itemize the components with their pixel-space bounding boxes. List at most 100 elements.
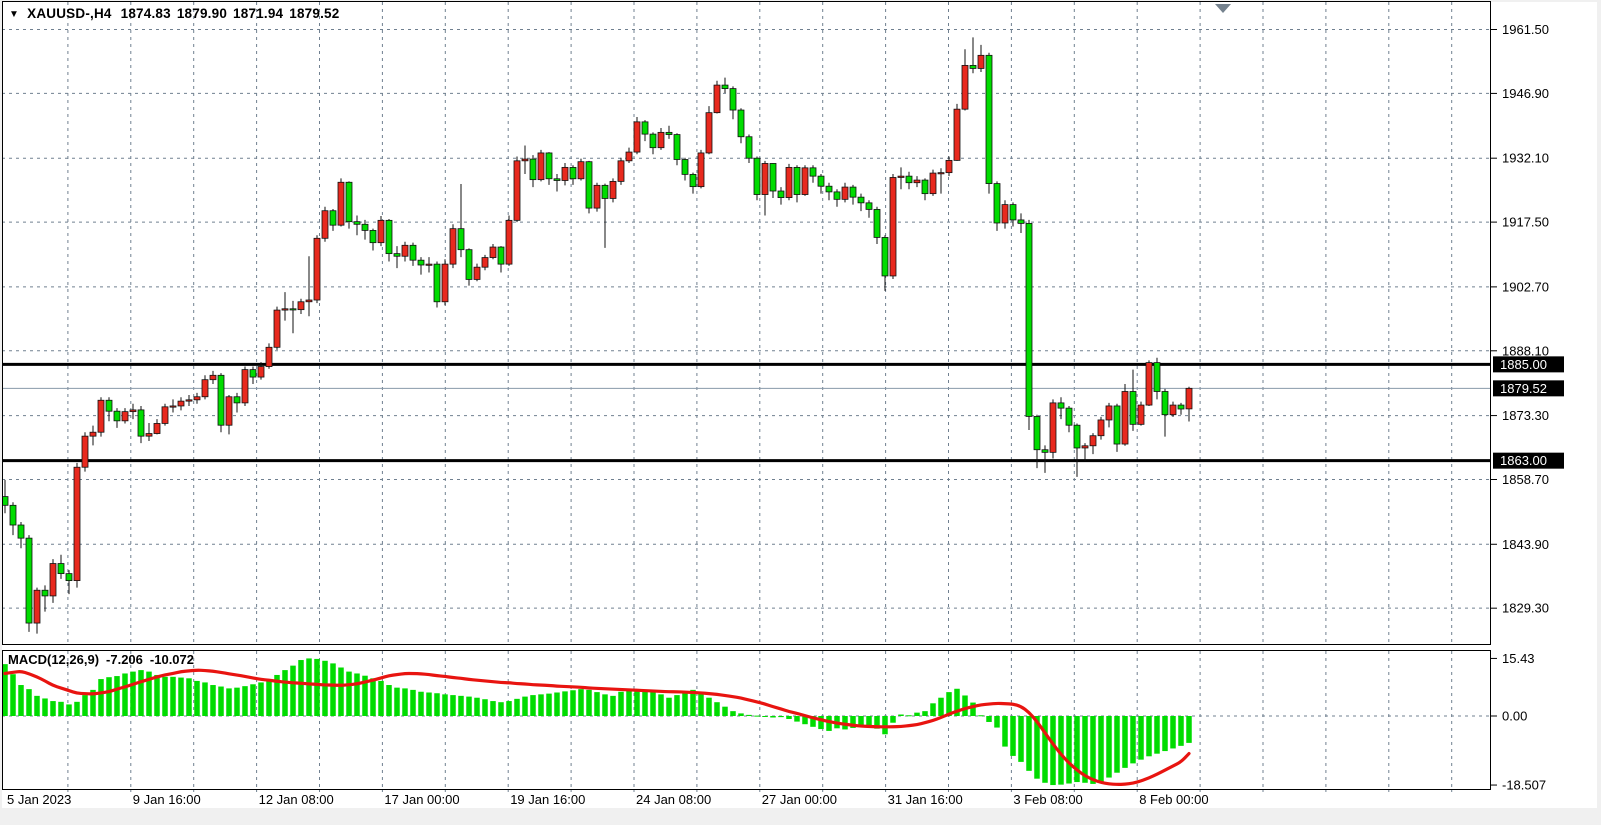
candle	[921, 179, 929, 195]
macd-bar	[74, 701, 80, 716]
candle	[1129, 391, 1137, 425]
macd-bar	[170, 676, 176, 716]
macd-bar	[1162, 716, 1168, 752]
macd-bar	[1130, 716, 1136, 764]
candle	[273, 309, 281, 348]
macd-bar	[1074, 716, 1080, 783]
macd-bar	[922, 711, 928, 716]
candle	[537, 152, 545, 181]
macd-bar	[1026, 716, 1032, 771]
macd-bar	[282, 670, 288, 716]
macd-bar	[146, 671, 152, 716]
macd-bar	[730, 711, 736, 716]
candle	[625, 151, 633, 162]
macd-bar	[506, 701, 512, 716]
candle	[665, 131, 673, 135]
macd-bar	[802, 716, 808, 725]
macd-bar	[306, 658, 312, 716]
candle	[1057, 402, 1065, 409]
candle	[657, 131, 665, 149]
macd-bar	[1002, 716, 1008, 747]
time-axis[interactable]: 5 Jan 2023 9 Jan 16:00 12 Jan 08:00 17 Jan …	[7, 790, 1453, 807]
candle	[1169, 404, 1177, 416]
candle	[817, 175, 825, 187]
candle	[617, 160, 625, 182]
candle	[1025, 223, 1033, 417]
macd-bar	[1010, 716, 1016, 756]
candle	[9, 504, 17, 526]
candle	[305, 299, 313, 303]
candle	[25, 537, 33, 624]
macd-bar	[370, 678, 376, 716]
candle	[1065, 407, 1073, 426]
macd-bar	[994, 716, 1000, 728]
macd-bar	[1186, 716, 1192, 743]
macd-bar	[82, 695, 88, 716]
macd-bar	[482, 699, 488, 716]
candle	[89, 431, 97, 437]
price-tick-label: 1946.90	[1502, 86, 1549, 101]
macd-bar	[226, 688, 232, 716]
macd-bar	[378, 680, 384, 716]
price-tick-label: 1858.70	[1502, 472, 1549, 487]
candle	[673, 134, 681, 160]
macd-bar	[250, 684, 256, 716]
candle	[113, 410, 121, 422]
candle	[889, 177, 897, 277]
chart-title: ▼ XAUUSD-,H4 1874.83 1879.90 1871.94 1879.52	[9, 6, 339, 21]
price-axis[interactable]: 1961.50 1946.90 1932.10 1917.50 1902.70 1888.…	[1491, 22, 1564, 793]
macd-bar	[426, 692, 432, 716]
window-bottom-strip	[0, 808, 1601, 825]
grid-layer	[2, 2, 1491, 790]
macd-bar	[402, 688, 408, 716]
macd-bar	[818, 716, 824, 730]
macd-bar	[762, 716, 768, 717]
candle	[1049, 402, 1057, 453]
macd-bar	[1034, 716, 1040, 779]
symbol-dropdown-icon[interactable]: ▼	[9, 9, 20, 20]
macd-bar	[618, 691, 624, 716]
candle	[697, 152, 705, 188]
candle	[585, 161, 593, 209]
macd-bar	[10, 674, 16, 716]
candle	[281, 308, 289, 311]
candle	[801, 167, 809, 195]
candle	[217, 374, 225, 426]
macd-bar	[690, 689, 696, 716]
macd-bar	[162, 676, 168, 716]
candle	[129, 409, 137, 413]
macd-bar	[410, 689, 416, 716]
candle	[873, 209, 881, 238]
candle	[777, 190, 785, 198]
macd-bar	[930, 703, 936, 716]
candle	[1113, 405, 1121, 445]
candle	[593, 184, 601, 209]
chart-shift-marker-icon[interactable]	[1215, 4, 1231, 13]
macd-bar	[1106, 716, 1112, 778]
macd-panel-border	[2, 650, 1491, 790]
candle	[353, 221, 361, 225]
macd-histogram	[3, 658, 1192, 786]
candle	[73, 466, 81, 582]
candle	[417, 259, 425, 266]
bar-open-value: 1874.83	[120, 6, 171, 21]
macd-bar	[458, 695, 464, 716]
candles-layer	[3, 37, 1193, 634]
macd-bar	[298, 660, 304, 716]
candle	[1105, 405, 1113, 421]
macd-bar	[346, 671, 352, 716]
candle	[913, 179, 921, 184]
candle	[713, 84, 721, 114]
macd-bar	[530, 695, 536, 716]
macd-bar	[98, 679, 104, 716]
macd-bar	[986, 716, 992, 722]
price-badge-hline-upper	[1493, 356, 1564, 373]
macd-bar	[322, 660, 328, 716]
candle	[1153, 362, 1161, 392]
macd-bar	[586, 689, 592, 716]
time-tick-label: 12 Jan 08:00	[259, 792, 334, 807]
time-tick-label: 5 Jan 2023	[7, 792, 71, 807]
macd-bar	[1146, 716, 1152, 757]
candle	[1097, 419, 1105, 437]
